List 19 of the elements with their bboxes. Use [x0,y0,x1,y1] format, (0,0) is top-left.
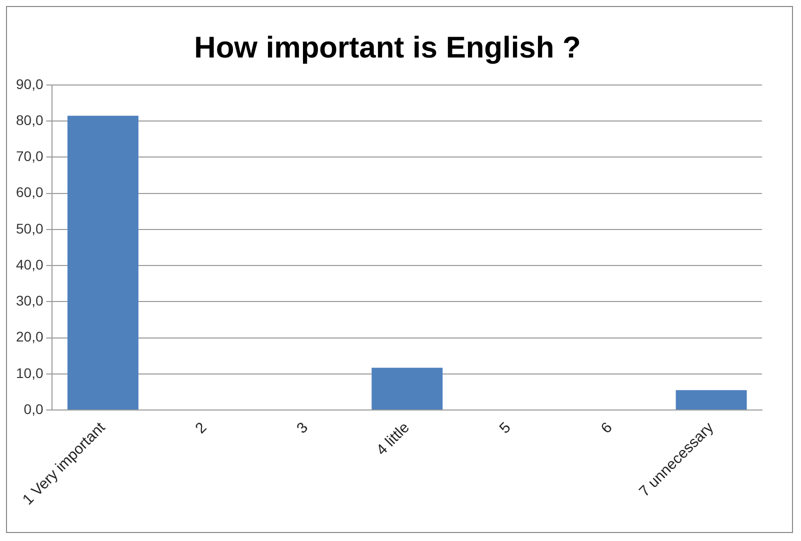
x-tick-label: 5 [496,419,514,438]
y-tick-label: 60,0 [16,184,44,200]
bar [372,368,443,410]
y-tick-label: 30,0 [16,292,44,309]
y-tick-label: 0,0 [24,400,44,417]
y-tick-label: 50,0 [16,220,44,236]
x-tick-label: 4 little [373,419,413,459]
y-tick-label: 20,0 [16,328,44,345]
chart-title: How important is English ? [194,31,581,64]
bar [67,116,138,410]
x-tick-label: 3 [294,419,312,438]
y-tick-label: 80,0 [16,112,44,128]
bar [676,390,747,410]
x-tick-label: 2 [192,419,210,438]
x-tick-label: 6 [598,419,616,438]
y-tick-label: 10,0 [16,364,44,381]
y-tick-label: 90,0 [16,76,44,92]
y-tick-label: 70,0 [16,148,44,164]
y-tick-label: 40,0 [16,256,44,272]
